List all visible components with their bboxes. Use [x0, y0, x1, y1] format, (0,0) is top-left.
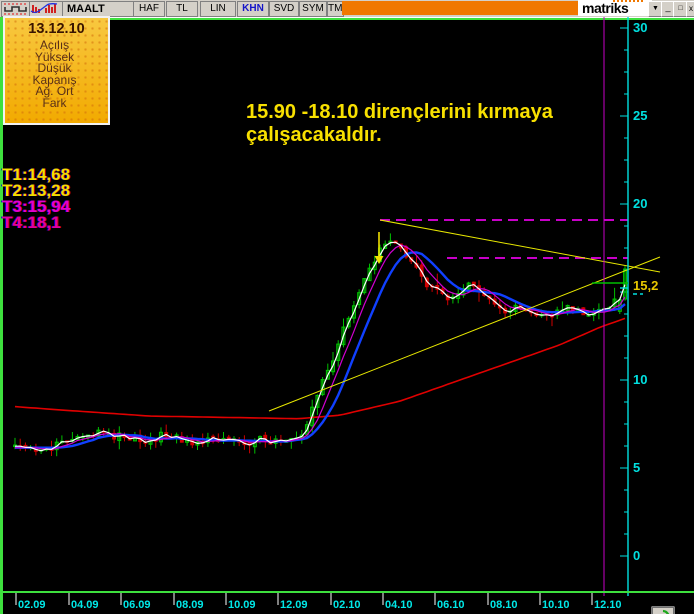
svg-text:10.10: 10.10 — [542, 599, 570, 611]
svg-text:02.09: 02.09 — [18, 599, 46, 611]
svg-text:12.10: 12.10 — [594, 599, 622, 611]
svg-text:5: 5 — [633, 460, 640, 475]
svg-text:04.10: 04.10 — [385, 599, 413, 611]
svg-text:02.10: 02.10 — [333, 599, 361, 611]
svg-text:06.09: 06.09 — [123, 599, 151, 611]
svg-text:06.10: 06.10 — [437, 599, 465, 611]
svg-text:30: 30 — [633, 20, 647, 35]
svg-text:10: 10 — [633, 372, 647, 387]
svg-text:25: 25 — [633, 108, 647, 123]
svg-text:15,2: 15,2 — [633, 278, 658, 293]
svg-text:0: 0 — [633, 548, 640, 563]
svg-text:08.09: 08.09 — [176, 599, 204, 611]
svg-text:12.09: 12.09 — [280, 599, 308, 611]
svg-text:10.09: 10.09 — [228, 599, 256, 611]
svg-text:04.09: 04.09 — [71, 599, 99, 611]
svg-text:08.10: 08.10 — [490, 599, 518, 611]
svg-text:20: 20 — [633, 196, 647, 211]
